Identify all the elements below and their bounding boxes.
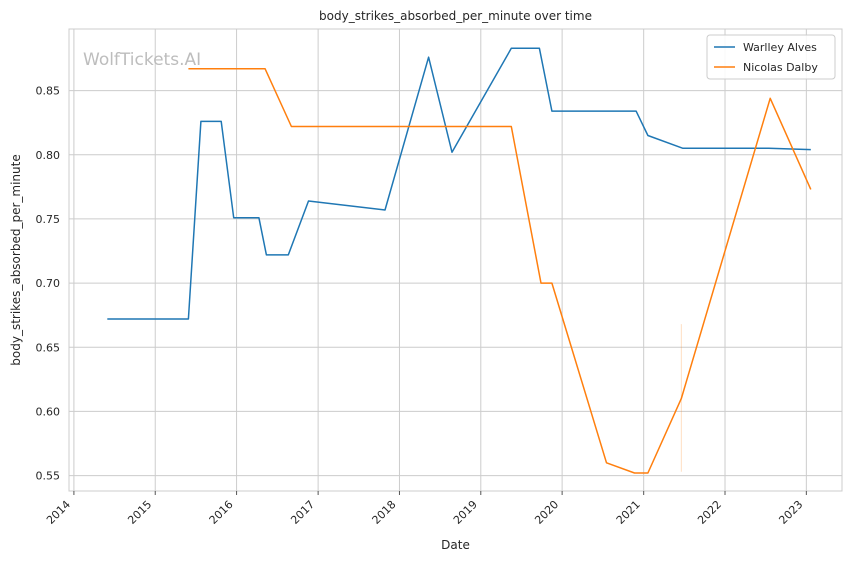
legend-box — [706, 34, 836, 80]
grid-lines — [69, 29, 842, 491]
watermark: WolfTickets.AI — [83, 50, 201, 70]
y-tick-label: 0.85 — [36, 85, 61, 98]
y-tick-label: 0.75 — [36, 213, 61, 226]
y-tick-label: 0.60 — [36, 405, 61, 418]
legend-label-1: Warlley Alves — [743, 41, 817, 54]
y-axis-title: body_strikes_absorbed_per_minute — [9, 154, 23, 365]
y-tick-label: 0.70 — [36, 277, 61, 290]
plot-frame — [68, 28, 843, 492]
y-tick-label: 0.55 — [36, 470, 61, 483]
legend-label-2: Nicolas Dalby — [743, 61, 818, 74]
y-axis-ticks: 0.55 0.60 0.65 0.70 0.75 0.80 0.85 — [36, 85, 61, 483]
series-layer — [107, 47, 812, 474]
chart-title: body_strikes_absorbed_per_minute over ti… — [319, 9, 592, 23]
plot-area — [69, 29, 842, 491]
x-axis-title: Date — [441, 538, 470, 552]
series-line-2 — [188, 68, 812, 474]
y-tick-label: 0.65 — [36, 341, 61, 354]
y-tick-label: 0.80 — [36, 149, 61, 162]
series-line-1 — [107, 47, 811, 320]
legend: Warlley Alves Nicolas Dalby — [706, 34, 836, 80]
